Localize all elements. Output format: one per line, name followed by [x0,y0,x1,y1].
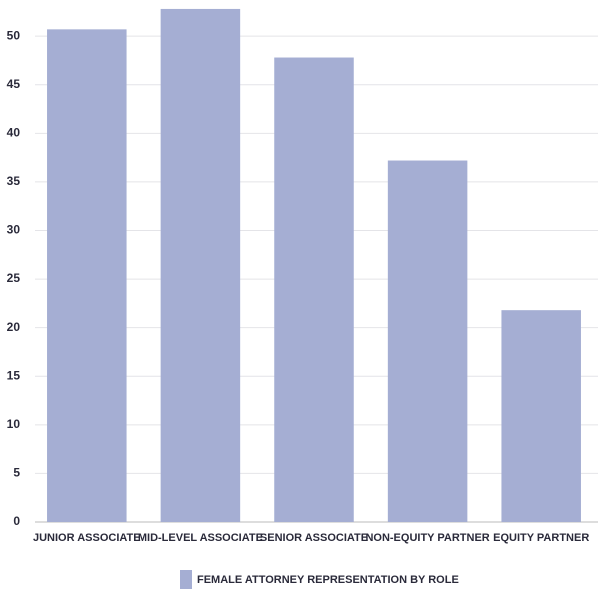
bar [47,29,127,522]
y-tick-label: 5 [13,466,20,480]
bar [160,8,241,522]
bar [501,310,581,522]
y-tick-label: 50 [7,28,21,42]
legend-label: FEMALE ATTORNEY REPRESENTATION BY ROLE [197,574,459,586]
y-tick-label: 40 [7,125,21,139]
y-tick-label: 10 [7,417,21,431]
x-tick-label: JUNIOR ASSOCIATE [33,532,141,544]
y-tick-label: 35 [7,174,21,188]
x-tick-label: EQUITY PARTNER [493,532,589,544]
bar [274,57,354,523]
x-tick-label: SENIOR ASSOCIATE [260,532,368,544]
y-tick-label: 30 [7,223,21,237]
y-tick-label: 25 [7,271,21,285]
x-tick-label: NON-EQUITY PARTNER [365,532,489,544]
legend-swatch [180,570,192,589]
y-tick-label: 15 [7,368,21,382]
bar [387,160,468,522]
y-tick-label: 45 [7,77,21,91]
y-tick-label: 20 [7,320,21,334]
y-tick-label: 0 [13,514,20,528]
x-tick-label: MID-LEVEL ASSOCIATE [138,532,263,544]
